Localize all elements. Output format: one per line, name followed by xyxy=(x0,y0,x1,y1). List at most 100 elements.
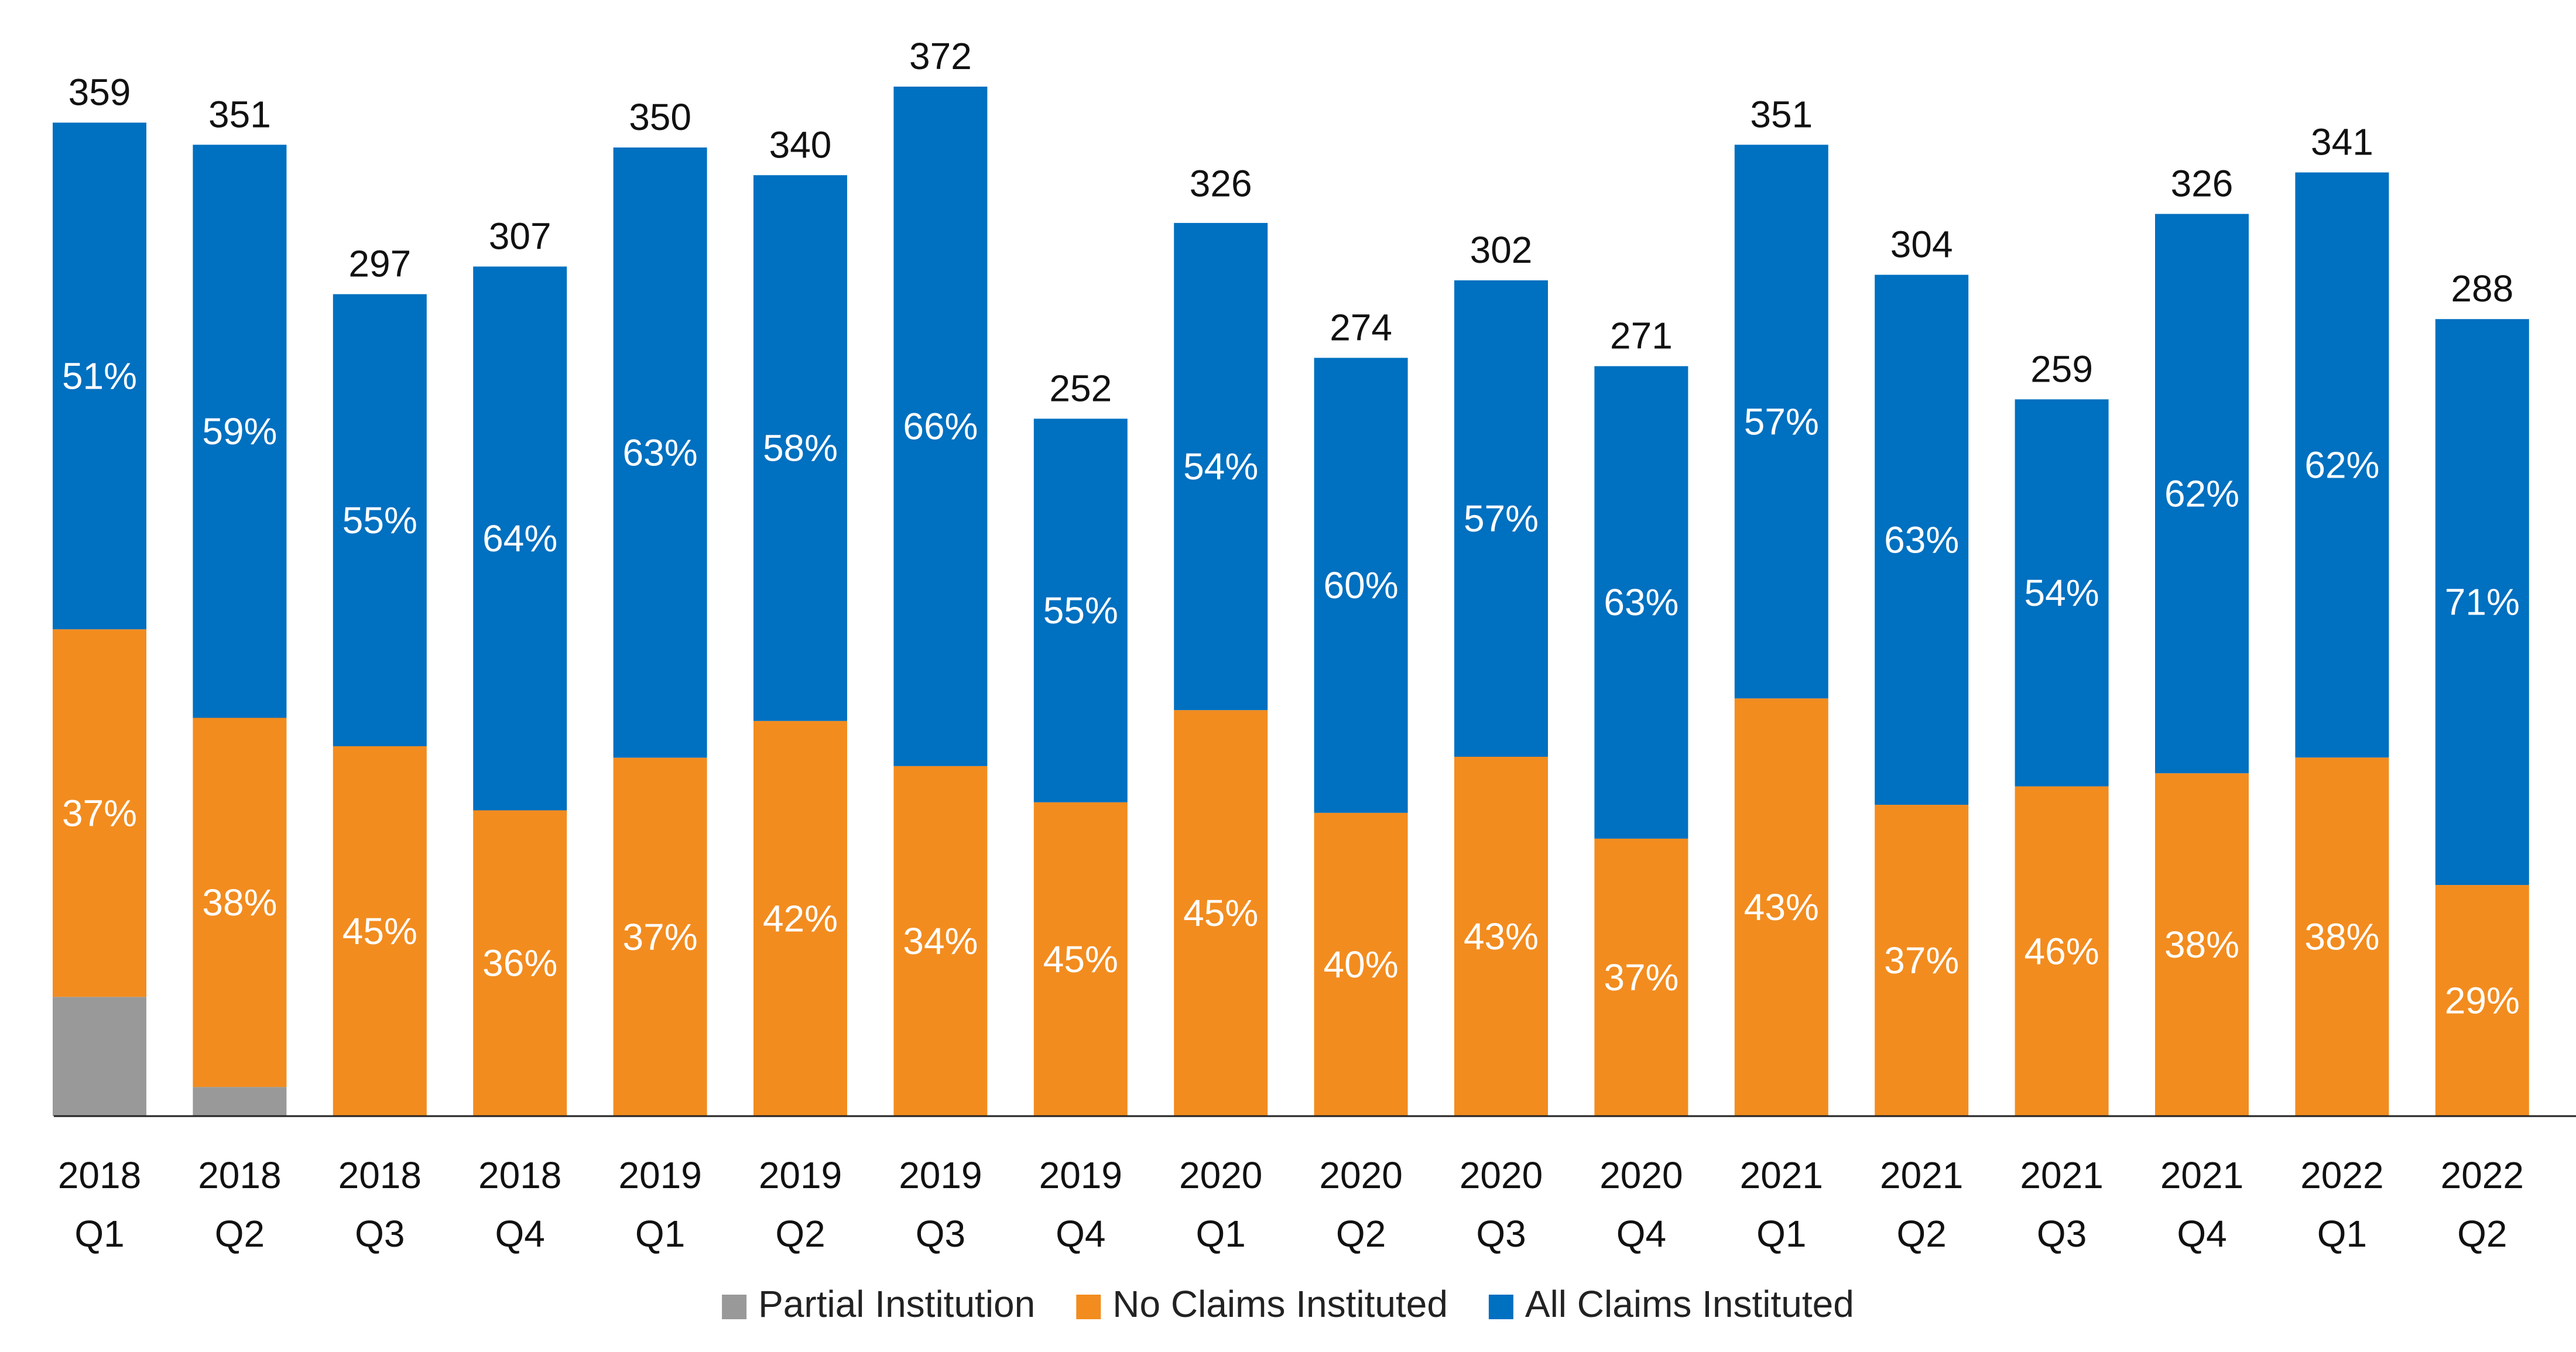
stacked-bar-chart: 37% 51% 359 38% 59% 351 45% 55% 297 36% 64% 307 37% 6… xyxy=(0,0,2576,1349)
pct-label-all-claims-instituted-2021-q1: 57% xyxy=(1744,400,1819,442)
legend-label-no-claims-instituted: No Claims Instituted xyxy=(1112,1283,1448,1325)
bar-segment-partial-institution-2018-q1 xyxy=(53,997,146,1116)
bars-layer xyxy=(53,87,2529,1116)
tick-label-year-2021-q2: 2021 xyxy=(1880,1154,1963,1196)
total-label-2019-q1: 350 xyxy=(629,96,691,138)
pct-label-no-claims-instituted-2020-q1: 45% xyxy=(1183,892,1258,934)
tick-label-year-2018-q2: 2018 xyxy=(198,1154,281,1196)
pct-label-no-claims-instituted-2018-q3: 45% xyxy=(342,910,417,952)
tick-label-year-2019-q3: 2019 xyxy=(899,1154,982,1196)
tick-label-quarter-2021-q1: Q1 xyxy=(1756,1213,1806,1255)
total-label-2022-q2: 288 xyxy=(2451,267,2513,310)
pct-label-no-claims-instituted-2018-q1: 37% xyxy=(62,792,137,834)
total-label-2018-q2: 351 xyxy=(208,93,271,135)
tick-label-year-2020-q1: 2020 xyxy=(1179,1154,1262,1196)
pct-label-all-claims-instituted-2020-q3: 57% xyxy=(1464,497,1539,540)
pct-label-no-claims-instituted-2020-q3: 43% xyxy=(1464,915,1539,958)
tick-label-quarter-2021-q3: Q3 xyxy=(2037,1213,2087,1255)
pct-label-no-claims-instituted-2018-q2: 38% xyxy=(202,881,277,924)
tick-label-year-2019-q1: 2019 xyxy=(618,1154,701,1196)
tick-label-year-2021-q1: 2021 xyxy=(1740,1154,1823,1196)
pct-label-all-claims-instituted-2020-q2: 60% xyxy=(1324,564,1399,606)
total-label-2021-q3: 259 xyxy=(2030,348,2093,390)
legend-label-all-claims-instituted: All Claims Instituted xyxy=(1525,1283,1854,1325)
total-label-2022-q1: 341 xyxy=(2311,121,2373,163)
total-label-2018-q1: 359 xyxy=(68,71,131,114)
pct-label-no-claims-instituted-2019-q2: 42% xyxy=(763,897,838,939)
total-label-2020-q2: 274 xyxy=(1330,306,1392,348)
total-label-2018-q4: 307 xyxy=(489,215,551,257)
tick-label-quarter-2020-q1: Q1 xyxy=(1196,1213,1246,1255)
total-label-2021-q2: 304 xyxy=(1890,224,1953,266)
pct-label-all-claims-instituted-2019-q3: 66% xyxy=(903,406,978,448)
pct-label-no-claims-instituted-2020-q2: 40% xyxy=(1324,943,1399,986)
legend-item-partial-institution: Partial Institution xyxy=(722,1283,1035,1325)
tick-label-quarter-2019-q1: Q1 xyxy=(635,1213,685,1255)
pct-label-no-claims-instituted-2022-q1: 38% xyxy=(2304,916,2379,958)
tick-label-quarter-2021-q4: Q4 xyxy=(2177,1213,2226,1255)
pct-label-all-claims-instituted-2021-q3: 54% xyxy=(2025,572,2099,614)
legend-swatch-partial-institution xyxy=(722,1295,746,1319)
pct-label-all-claims-instituted-2018-q2: 59% xyxy=(202,410,277,452)
pct-label-no-claims-instituted-2021-q2: 37% xyxy=(1884,939,1959,982)
tick-label-year-2019-q2: 2019 xyxy=(759,1154,842,1196)
pct-label-no-claims-instituted-2020-q4: 37% xyxy=(1604,956,1678,998)
pct-label-no-claims-instituted-2019-q4: 45% xyxy=(1043,938,1118,980)
tick-label-year-2021-q3: 2021 xyxy=(2020,1154,2103,1196)
pct-label-all-claims-instituted-2019-q2: 58% xyxy=(763,427,838,469)
pct-label-all-claims-instituted-2022-q2: 71% xyxy=(2445,581,2520,623)
total-label-2019-q2: 340 xyxy=(769,123,832,166)
tick-label-year-2019-q4: 2019 xyxy=(1039,1154,1122,1196)
tick-label-quarter-2018-q4: Q4 xyxy=(495,1213,545,1255)
labels-layer: 37% 51% 359 38% 59% 351 45% 55% 297 36% 64% 307 37% 6… xyxy=(62,35,2520,1022)
pct-label-no-claims-instituted-2021-q3: 46% xyxy=(2025,930,2099,972)
total-label-2020-q1: 326 xyxy=(1190,163,1252,205)
pct-label-all-claims-instituted-2019-q1: 63% xyxy=(623,431,698,473)
tick-label-year-2022-q1: 2022 xyxy=(2300,1154,2383,1196)
legend-item-all-claims-instituted: All Claims Instituted xyxy=(1489,1283,1854,1325)
pct-label-no-claims-instituted-2021-q1: 43% xyxy=(1744,886,1819,928)
tick-label-quarter-2020-q4: Q4 xyxy=(1616,1213,1666,1255)
pct-label-all-claims-instituted-2021-q4: 62% xyxy=(2164,472,2239,514)
tick-label-quarter-2018-q2: Q2 xyxy=(215,1213,265,1255)
tick-label-year-2021-q4: 2021 xyxy=(2160,1154,2243,1196)
tick-label-year-2020-q4: 2020 xyxy=(1599,1154,1683,1196)
total-label-2021-q4: 326 xyxy=(2171,163,2234,205)
tick-label-quarter-2018-q3: Q3 xyxy=(355,1213,405,1255)
pct-label-all-claims-instituted-2018-q3: 55% xyxy=(342,499,417,541)
total-label-2019-q3: 372 xyxy=(909,35,972,77)
tick-label-quarter-2022-q2: Q2 xyxy=(2457,1213,2507,1255)
legend-swatch-all-claims-instituted xyxy=(1489,1295,1513,1319)
tick-label-quarter-2019-q3: Q3 xyxy=(916,1213,965,1255)
pct-label-no-claims-instituted-2019-q1: 37% xyxy=(623,916,698,958)
pct-label-all-claims-instituted-2021-q2: 63% xyxy=(1884,519,1959,561)
legend-item-no-claims-instituted: No Claims Instituted xyxy=(1076,1283,1448,1325)
total-label-2018-q3: 297 xyxy=(348,243,411,285)
pct-label-no-claims-instituted-2021-q4: 38% xyxy=(2164,924,2239,966)
legend-label-partial-institution: Partial Institution xyxy=(758,1283,1035,1325)
tick-label-year-2020-q2: 2020 xyxy=(1319,1154,1402,1196)
tick-label-quarter-2020-q2: Q2 xyxy=(1336,1213,1386,1255)
pct-label-all-claims-instituted-2020-q1: 54% xyxy=(1183,445,1258,488)
tick-label-quarter-2022-q1: Q1 xyxy=(2317,1213,2367,1255)
bar-segment-partial-institution-2018-q2 xyxy=(193,1087,286,1116)
tick-label-year-2020-q3: 2020 xyxy=(1460,1154,1543,1196)
x-axis-ticks: 2018Q12018Q22018Q32018Q42019Q12019Q22019… xyxy=(58,1154,2524,1255)
total-label-2021-q1: 351 xyxy=(1750,93,1813,135)
pct-label-no-claims-instituted-2019-q3: 34% xyxy=(903,920,978,962)
tick-label-year-2022-q2: 2022 xyxy=(2441,1154,2524,1196)
tick-label-year-2018-q4: 2018 xyxy=(478,1154,561,1196)
tick-label-quarter-2019-q4: Q4 xyxy=(1056,1213,1105,1255)
pct-label-no-claims-instituted-2022-q2: 29% xyxy=(2445,980,2520,1022)
total-label-2020-q4: 271 xyxy=(1610,315,1673,357)
total-label-2019-q4: 252 xyxy=(1049,367,1112,409)
pct-label-all-claims-instituted-2018-q4: 64% xyxy=(482,517,557,560)
pct-label-all-claims-instituted-2022-q1: 62% xyxy=(2304,444,2379,486)
pct-label-all-claims-instituted-2019-q4: 55% xyxy=(1043,589,1118,632)
tick-label-quarter-2020-q3: Q3 xyxy=(1476,1213,1526,1255)
tick-label-quarter-2021-q2: Q2 xyxy=(1897,1213,1947,1255)
tick-label-year-2018-q1: 2018 xyxy=(58,1154,141,1196)
total-label-2020-q3: 302 xyxy=(1470,229,1533,271)
pct-label-no-claims-instituted-2018-q4: 36% xyxy=(482,942,557,984)
pct-label-all-claims-instituted-2018-q1: 51% xyxy=(62,355,137,397)
